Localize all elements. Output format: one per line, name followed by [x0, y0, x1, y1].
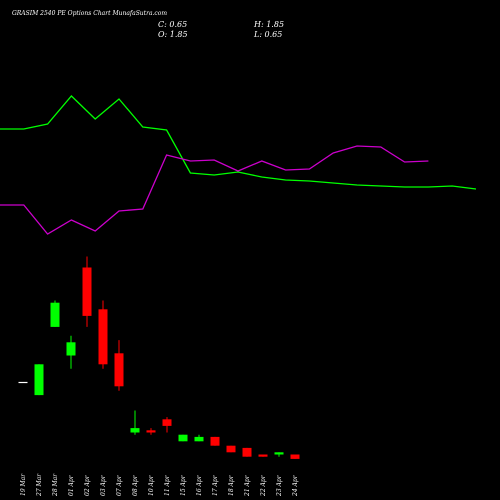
x-tick-label: 19 Mar — [20, 473, 27, 496]
x-tick-label: 07 Apr — [116, 474, 123, 496]
candle — [210, 436, 220, 446]
candle-body — [82, 267, 92, 316]
candle-body — [34, 364, 44, 396]
candle — [194, 434, 204, 442]
x-tick-label: 28 Mar — [52, 473, 59, 497]
candle-body — [274, 452, 284, 455]
x-tick-label: 24 Apr — [292, 474, 299, 497]
close-readout: C: 0.65 — [158, 20, 188, 29]
candle — [178, 434, 188, 442]
candle — [66, 335, 76, 369]
candle-body — [146, 430, 156, 433]
chart-title: GRASIM 2540 PE Options Chart MunafaSutra… — [12, 10, 168, 17]
candle — [50, 300, 60, 327]
indicator-line-2 — [0, 145, 429, 235]
candle — [162, 417, 172, 433]
x-tick-label: 22 Apr — [260, 474, 267, 497]
x-tick-label: 11 Apr — [164, 474, 171, 496]
candle-body — [194, 436, 204, 442]
candle-body — [66, 342, 76, 356]
indicator-lines — [0, 95, 477, 235]
candle-body — [98, 309, 108, 365]
x-tick-label: 27 Mar — [36, 473, 43, 497]
x-tick-label: 03 Apr — [100, 474, 107, 496]
candle — [34, 364, 44, 396]
x-tick-label: 01 Apr — [68, 474, 75, 496]
candle — [146, 428, 156, 435]
candle — [258, 454, 268, 457]
candle — [290, 454, 300, 459]
candle-body — [114, 353, 124, 387]
candle — [130, 410, 140, 435]
x-tick-label: 17 Apr — [212, 474, 219, 496]
candles — [18, 256, 300, 459]
candle-body — [18, 381, 28, 384]
candle-body — [290, 454, 300, 459]
x-tick-label: 02 Apr — [84, 474, 91, 496]
candle-body — [242, 447, 252, 457]
x-axis-labels: 19 Mar 27 Mar 28 Mar 01 Apr 02 Apr 03 Apr 07 A… — [20, 473, 299, 497]
candle-body — [130, 428, 140, 433]
indicator-line-1 — [0, 95, 477, 190]
candle — [82, 256, 92, 327]
x-tick-label: 08 Apr — [132, 474, 139, 496]
candle-body — [178, 434, 188, 442]
x-tick-label: 15 Apr — [180, 474, 187, 496]
candle-body — [162, 419, 172, 426]
high-readout: H: 1.85 — [254, 20, 285, 29]
x-tick-label: 23 Apr — [276, 474, 283, 497]
x-tick-label: 10 Apr — [148, 474, 155, 496]
x-tick-label: 21 Apr — [244, 474, 251, 497]
candle-body — [226, 445, 236, 453]
candle — [98, 300, 108, 369]
candle — [226, 445, 236, 453]
low-readout: L: 0.65 — [254, 30, 283, 39]
open-readout: O: 1.85 — [158, 30, 188, 39]
candle-body — [50, 302, 60, 327]
candle — [18, 381, 28, 384]
x-tick-label: 18 Apr — [228, 474, 235, 496]
candle-body — [210, 436, 220, 446]
x-tick-label: 16 Apr — [196, 474, 203, 496]
candle — [242, 447, 252, 457]
candle-body — [258, 454, 268, 457]
candle — [114, 340, 124, 391]
candle — [274, 452, 284, 457]
